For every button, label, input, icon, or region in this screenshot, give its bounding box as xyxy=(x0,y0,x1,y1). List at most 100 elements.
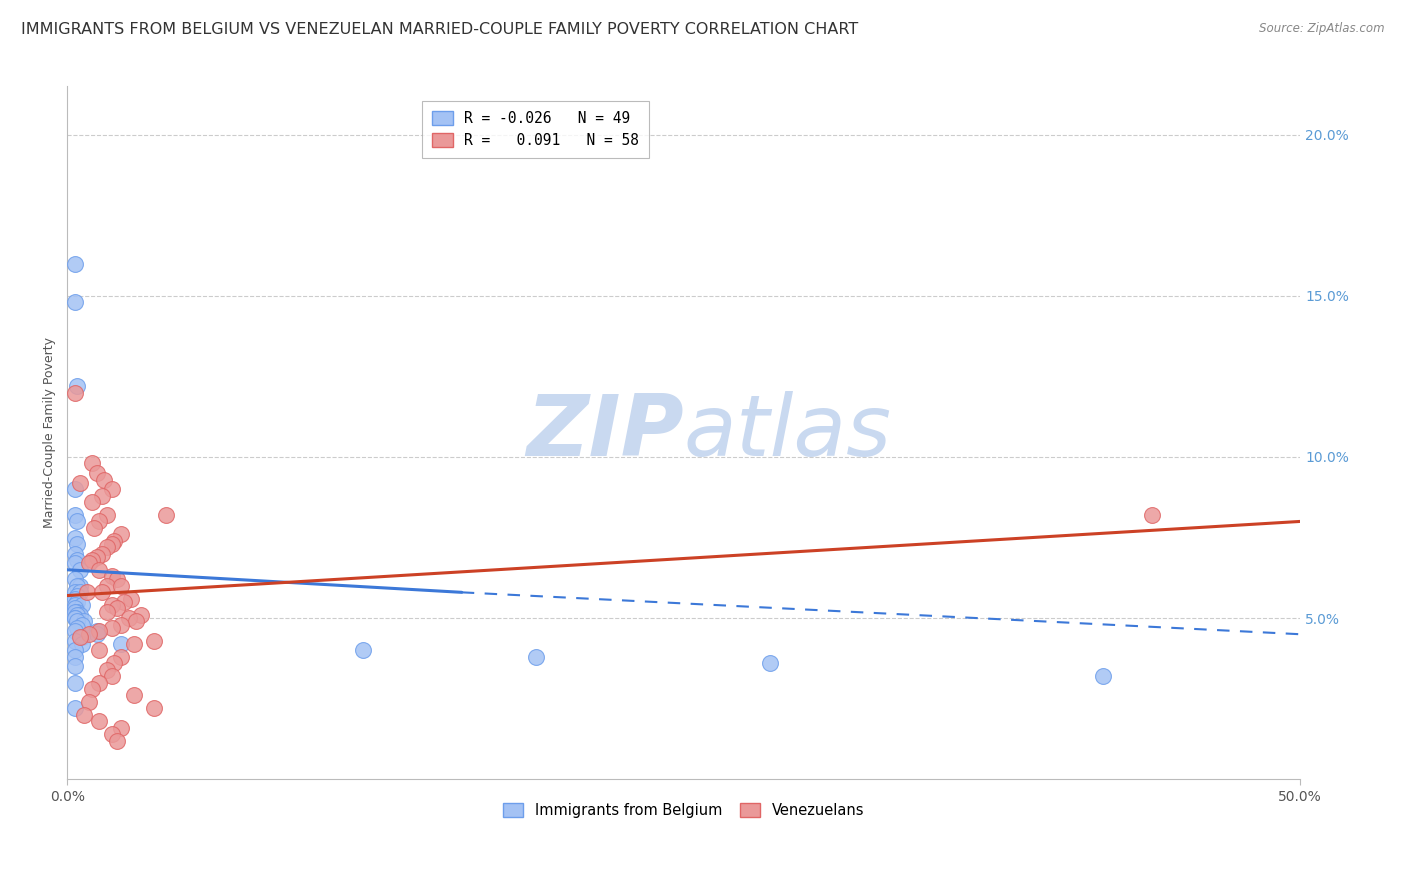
Point xyxy=(352,643,374,657)
Point xyxy=(90,547,112,561)
Point xyxy=(80,553,103,567)
Point xyxy=(63,585,86,599)
Point xyxy=(105,733,128,747)
Point xyxy=(103,533,125,548)
Point xyxy=(89,515,111,529)
Point xyxy=(96,508,118,522)
Point xyxy=(70,637,93,651)
Point xyxy=(129,607,152,622)
Point xyxy=(89,675,111,690)
Point xyxy=(63,649,86,664)
Point xyxy=(90,489,112,503)
Point xyxy=(79,627,101,641)
Point xyxy=(66,595,89,609)
Point xyxy=(96,605,118,619)
Point xyxy=(70,617,93,632)
Point xyxy=(142,701,165,715)
Point xyxy=(69,563,91,577)
Point xyxy=(73,707,96,722)
Point xyxy=(63,508,86,522)
Point xyxy=(63,611,86,625)
Point xyxy=(66,537,89,551)
Point xyxy=(112,595,135,609)
Point xyxy=(100,482,122,496)
Point xyxy=(63,547,86,561)
Point xyxy=(122,689,145,703)
Point xyxy=(100,621,122,635)
Point xyxy=(66,605,89,619)
Point xyxy=(103,657,125,671)
Point xyxy=(110,527,132,541)
Point xyxy=(125,615,148,629)
Point xyxy=(100,727,122,741)
Text: atlas: atlas xyxy=(683,392,891,475)
Point xyxy=(76,585,98,599)
Point xyxy=(66,589,89,603)
Point xyxy=(63,573,86,587)
Point xyxy=(110,649,132,664)
Point xyxy=(120,591,142,606)
Point xyxy=(66,579,89,593)
Point xyxy=(105,573,128,587)
Point xyxy=(524,649,547,664)
Point xyxy=(86,624,108,638)
Legend: Immigrants from Belgium, Venezuelans: Immigrants from Belgium, Venezuelans xyxy=(498,797,870,824)
Point xyxy=(89,643,111,657)
Point xyxy=(110,579,132,593)
Point xyxy=(83,521,105,535)
Point xyxy=(1091,669,1114,683)
Point xyxy=(80,457,103,471)
Point xyxy=(66,621,89,635)
Point xyxy=(96,663,118,677)
Point xyxy=(70,599,93,613)
Point xyxy=(155,508,177,522)
Point xyxy=(80,495,103,509)
Point xyxy=(66,553,89,567)
Point xyxy=(110,721,132,735)
Point xyxy=(122,637,145,651)
Point xyxy=(63,557,86,571)
Point xyxy=(63,624,86,638)
Point xyxy=(69,475,91,490)
Point xyxy=(73,615,96,629)
Point xyxy=(63,482,86,496)
Point xyxy=(63,701,86,715)
Point xyxy=(63,295,86,310)
Point xyxy=(96,540,118,554)
Point xyxy=(1140,508,1163,522)
Point xyxy=(63,643,86,657)
Text: Source: ZipAtlas.com: Source: ZipAtlas.com xyxy=(1260,22,1385,36)
Point xyxy=(69,579,91,593)
Point xyxy=(86,549,108,564)
Point xyxy=(86,466,108,480)
Point xyxy=(63,385,86,400)
Point xyxy=(89,563,111,577)
Point xyxy=(89,624,111,638)
Point xyxy=(142,633,165,648)
Point xyxy=(89,714,111,729)
Point xyxy=(100,669,122,683)
Point xyxy=(63,531,86,545)
Point xyxy=(105,601,128,615)
Point xyxy=(110,637,132,651)
Point xyxy=(79,557,101,571)
Point xyxy=(63,611,86,625)
Point xyxy=(100,569,122,583)
Point xyxy=(66,515,89,529)
Text: IMMIGRANTS FROM BELGIUM VS VENEZUELAN MARRIED-COUPLE FAMILY POVERTY CORRELATION : IMMIGRANTS FROM BELGIUM VS VENEZUELAN MA… xyxy=(21,22,858,37)
Point xyxy=(93,473,115,487)
Point xyxy=(69,607,91,622)
Point xyxy=(86,627,108,641)
Point xyxy=(63,599,86,613)
Point xyxy=(66,607,89,622)
Point xyxy=(66,379,89,393)
Point xyxy=(90,585,112,599)
Point xyxy=(79,695,101,709)
Point xyxy=(63,675,86,690)
Point xyxy=(69,585,91,599)
Point xyxy=(69,631,91,645)
Point xyxy=(63,257,86,271)
Point xyxy=(759,657,782,671)
Point xyxy=(100,599,122,613)
Point xyxy=(80,681,103,696)
